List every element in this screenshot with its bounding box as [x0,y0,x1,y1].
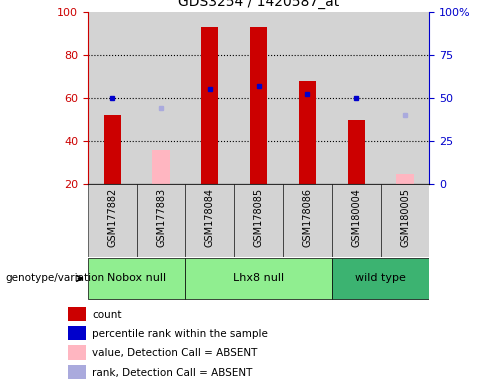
Bar [332,184,381,257]
Text: GSM178085: GSM178085 [254,188,264,247]
Bar [137,184,185,257]
Text: GSM178086: GSM178086 [303,188,312,247]
Bar [283,184,332,257]
Bar [152,150,170,184]
Text: count: count [93,310,122,319]
Bar [299,81,316,184]
Text: wild type: wild type [355,273,406,283]
Text: GSM180005: GSM180005 [400,188,410,247]
Title: GDS3254 / 1420587_at: GDS3254 / 1420587_at [178,0,339,9]
Bar [332,12,381,184]
Bar [347,119,365,184]
Bar [234,184,283,257]
Bar [185,184,234,257]
Bar [88,184,137,257]
Bar [185,12,234,184]
Text: genotype/variation: genotype/variation [5,273,104,283]
Bar [381,184,429,257]
Bar [250,26,267,184]
Bar [137,12,185,184]
Text: value, Detection Call = ABSENT: value, Detection Call = ABSENT [93,348,258,358]
Bar [104,115,121,184]
FancyBboxPatch shape [88,258,185,299]
Bar [234,12,283,184]
Text: GSM177882: GSM177882 [107,188,117,247]
Bar [283,12,332,184]
Bar [67,345,86,360]
Text: rank, Detection Call = ABSENT: rank, Detection Call = ABSENT [93,368,253,378]
Bar [67,326,86,341]
Bar [396,174,413,184]
Bar [67,306,86,321]
FancyBboxPatch shape [185,258,332,299]
Text: Nobox null: Nobox null [107,273,166,283]
Text: percentile rank within the sample: percentile rank within the sample [93,329,268,339]
Text: GSM180004: GSM180004 [351,188,361,247]
Bar [201,26,218,184]
Bar [67,365,86,379]
Bar [88,12,137,184]
FancyBboxPatch shape [332,258,429,299]
Text: GSM177883: GSM177883 [156,188,166,247]
Text: GSM178084: GSM178084 [205,188,215,247]
Bar [381,12,429,184]
Text: Lhx8 null: Lhx8 null [233,273,284,283]
